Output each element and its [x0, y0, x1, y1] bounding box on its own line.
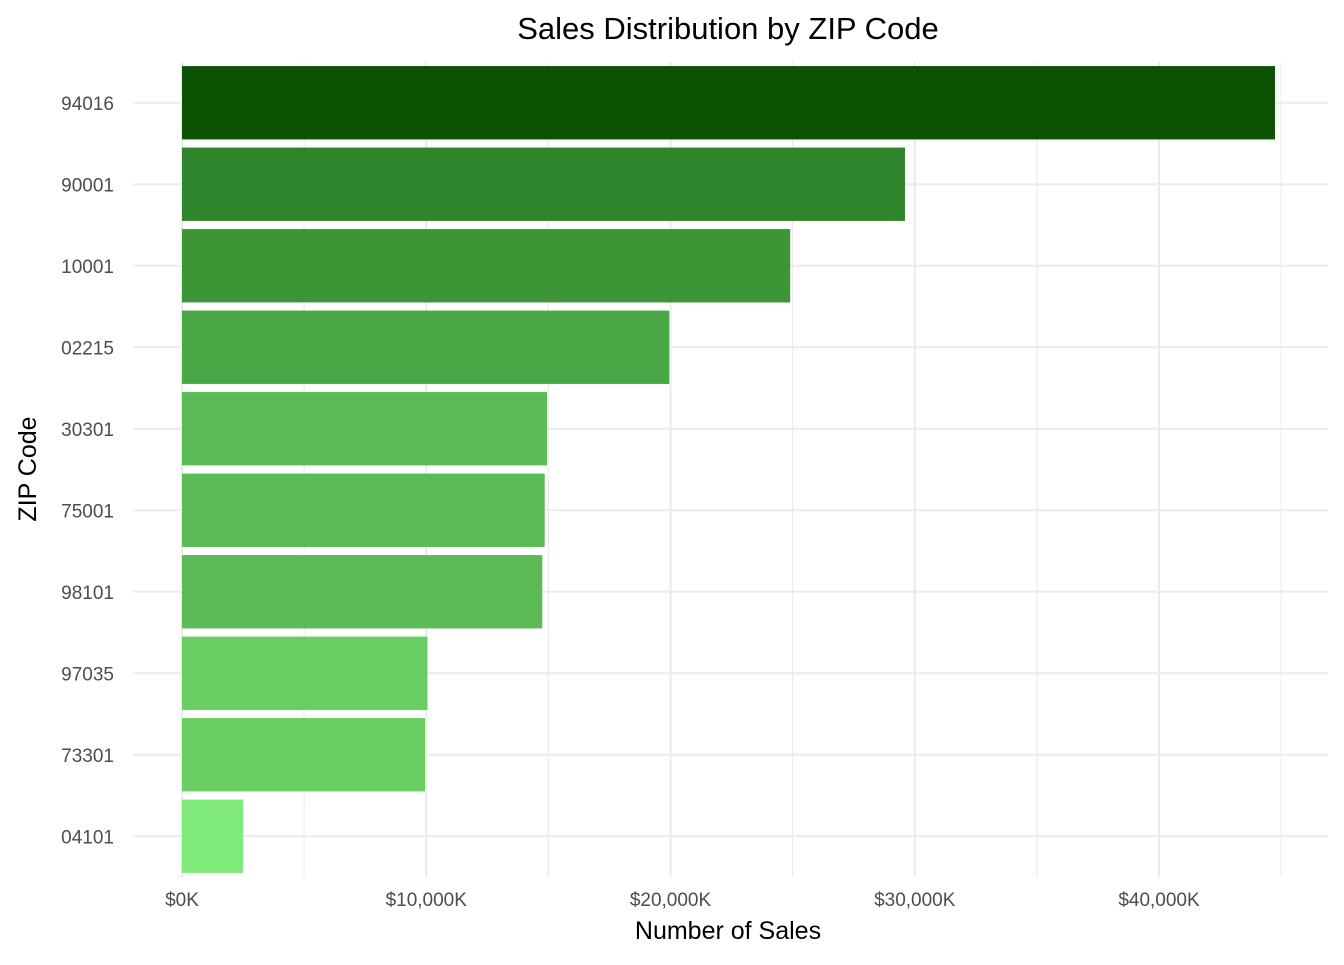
y-tick-labels: 94016 90001 10001 02215 30301 75001 98101 97035…: [61, 94, 114, 849]
y-tick-label: 98101: [61, 583, 114, 604]
bar-94016: [182, 66, 1276, 140]
x-tick-label: $20,000K: [630, 890, 712, 911]
bar-02215: [182, 310, 670, 384]
bar-73301: [182, 718, 426, 792]
y-tick-label: 97035: [61, 664, 114, 685]
y-tick-label: 30301: [61, 420, 114, 441]
bars: [182, 66, 1276, 873]
y-tick-label: 10001: [61, 257, 114, 278]
x-tick-label: $40,000K: [1118, 890, 1200, 911]
bar-98101: [182, 555, 543, 629]
chart-title: Sales Distribution by ZIP Code: [517, 11, 939, 46]
bar-10001: [182, 229, 791, 303]
bar-30301: [182, 392, 548, 466]
x-tick-label: $10,000K: [386, 890, 468, 911]
y-tick-label: 02215: [61, 338, 114, 359]
y-tick-label: 73301: [61, 746, 114, 767]
x-axis-title: Number of Sales: [635, 917, 821, 945]
x-tick-label: $30,000K: [874, 890, 956, 911]
bar-97035: [182, 636, 428, 710]
bar-04101: [182, 799, 244, 873]
y-axis-title: ZIP Code: [14, 416, 42, 521]
y-tick-label: 04101: [61, 827, 114, 848]
y-tick-label: 94016: [61, 94, 114, 115]
bar-75001: [182, 473, 545, 547]
y-tick-label: 75001: [61, 501, 114, 522]
x-tick-labels: $0K $10,000K $20,000K $30,000K $40,000K: [165, 890, 1200, 911]
bar-90001: [182, 147, 905, 221]
y-tick-label: 90001: [61, 175, 114, 196]
x-tick-label: $0K: [165, 890, 199, 911]
